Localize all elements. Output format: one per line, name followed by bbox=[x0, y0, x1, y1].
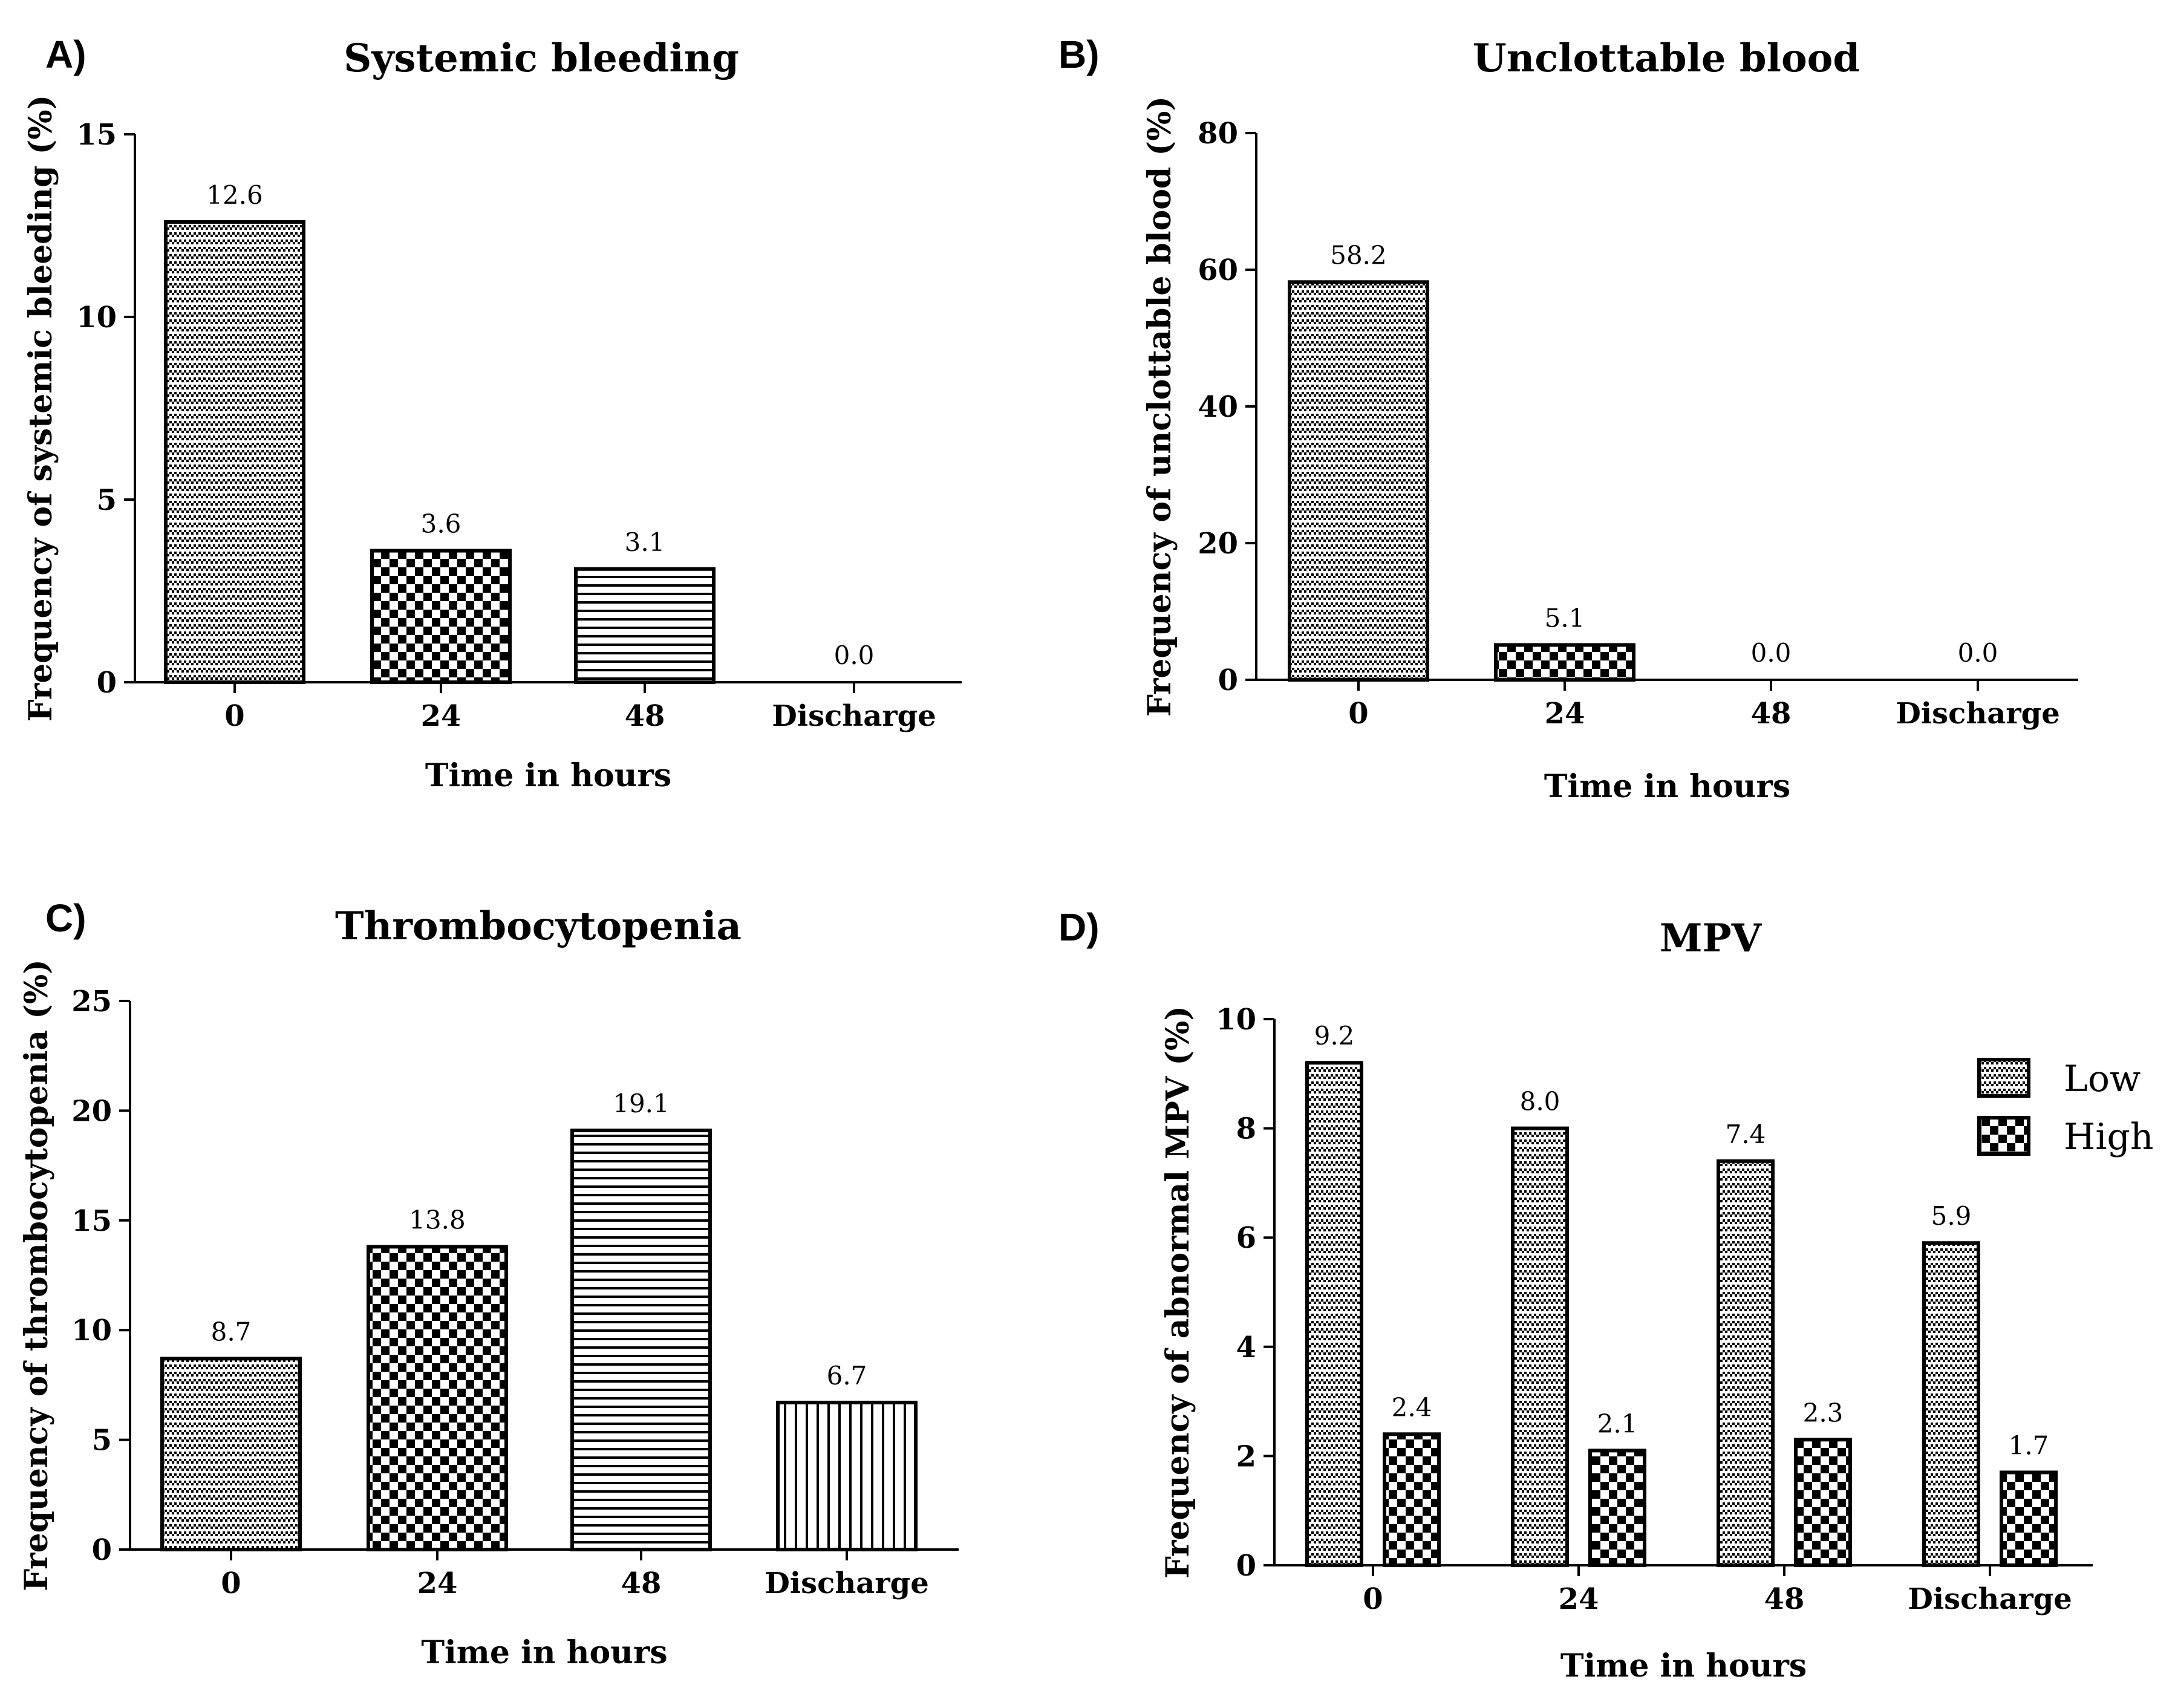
y-tick-label: 6 bbox=[1236, 1221, 1256, 1255]
data-label: 2.1 bbox=[1597, 1409, 1638, 1438]
x-tick-label: 24 bbox=[421, 699, 461, 733]
data-label: 0.0 bbox=[1751, 638, 1792, 668]
y-tick-label: 4 bbox=[1236, 1331, 1256, 1364]
x-tick-label: 24 bbox=[417, 1566, 458, 1600]
y-tick-label: 80 bbox=[1198, 117, 1238, 151]
y-tick-label: 40 bbox=[1198, 390, 1238, 424]
x-tick-label: 48 bbox=[1751, 697, 1792, 731]
x-axis-label: Time in hours bbox=[1560, 1648, 1807, 1684]
bar-low bbox=[1305, 1061, 1363, 1567]
y-axis-label: Frequency of abnormal MPV (%) bbox=[1159, 1006, 1196, 1579]
data-label: 13.8 bbox=[409, 1205, 466, 1234]
bar-high bbox=[1383, 1432, 1441, 1568]
y-tick-label: 0 bbox=[1236, 1549, 1256, 1583]
panel-letter: B) bbox=[1058, 33, 1100, 76]
data-label: 8.7 bbox=[211, 1317, 252, 1346]
panel-letter: A) bbox=[45, 33, 86, 76]
x-axis-label: Time in hours bbox=[421, 1634, 667, 1671]
x-axis-label: Time in hours bbox=[1544, 768, 1790, 805]
y-tick-label: 20 bbox=[71, 1094, 112, 1128]
data-label: 7.4 bbox=[1726, 1120, 1766, 1149]
x-tick-label: 0 bbox=[1348, 697, 1368, 731]
bar-high bbox=[1794, 1438, 1852, 1568]
bar-low bbox=[1717, 1159, 1775, 1567]
bar-high bbox=[1588, 1449, 1646, 1568]
bar-low bbox=[1511, 1126, 1569, 1567]
y-tick-label: 15 bbox=[71, 1204, 112, 1238]
y-axis-label: Frequency of thrombocytopenia (%) bbox=[18, 959, 55, 1591]
bar bbox=[160, 1357, 302, 1551]
x-tick-label: 0 bbox=[221, 1566, 241, 1600]
data-label: 19.1 bbox=[613, 1089, 670, 1118]
chart-title: Unclottable blood bbox=[1473, 36, 1860, 81]
bar-low bbox=[1922, 1241, 1980, 1567]
x-tick-label: 0 bbox=[1363, 1582, 1383, 1616]
data-label: 0.0 bbox=[834, 640, 875, 670]
x-tick-label: 24 bbox=[1545, 697, 1585, 731]
chart-title: Systemic bleeding bbox=[344, 36, 739, 81]
y-tick-label: 10 bbox=[76, 301, 117, 334]
y-tick-label: 5 bbox=[97, 483, 117, 517]
y-tick-label: 2 bbox=[1236, 1439, 1256, 1473]
bar bbox=[164, 220, 305, 684]
x-tick-label: 0 bbox=[224, 699, 244, 733]
y-tick-label: 0 bbox=[92, 1533, 112, 1567]
y-tick-label: 15 bbox=[76, 118, 117, 152]
y-tick-label: 0 bbox=[97, 666, 117, 700]
bar bbox=[570, 1129, 712, 1551]
data-label: 1.7 bbox=[2009, 1430, 2049, 1460]
x-tick-label: 48 bbox=[621, 1566, 662, 1600]
y-tick-label: 5 bbox=[92, 1424, 112, 1458]
x-tick-label: Discharge bbox=[1896, 697, 2060, 731]
chart-title: Thrombocytopenia bbox=[335, 904, 742, 949]
data-label: 2.4 bbox=[1392, 1392, 1432, 1422]
data-label: 6.7 bbox=[827, 1361, 867, 1390]
data-label: 3.1 bbox=[625, 527, 665, 557]
x-tick-label: Discharge bbox=[765, 1566, 929, 1600]
y-tick-label: 25 bbox=[71, 985, 112, 1019]
data-label: 3.6 bbox=[421, 509, 461, 539]
y-tick-label: 8 bbox=[1236, 1112, 1256, 1146]
bar bbox=[1288, 280, 1429, 682]
x-tick-label: 48 bbox=[1764, 1582, 1805, 1616]
legend-swatch-low bbox=[1977, 1058, 2030, 1098]
x-axis-label: Time in hours bbox=[425, 757, 671, 794]
data-label: 2.3 bbox=[1803, 1398, 1844, 1427]
y-tick-label: 0 bbox=[1218, 663, 1238, 697]
legend-label-high: High bbox=[2064, 1116, 2154, 1158]
y-axis-label: Frequency of unclottable blood (%) bbox=[1141, 96, 1178, 717]
x-tick-label: 48 bbox=[625, 699, 665, 733]
data-label: 8.0 bbox=[1520, 1087, 1560, 1116]
bar bbox=[1494, 643, 1635, 682]
y-axis-label: Frequency of systemic bleeding (%) bbox=[22, 95, 59, 722]
data-label: 12.6 bbox=[206, 180, 263, 210]
bar bbox=[370, 549, 512, 684]
chart-title: MPV bbox=[1660, 916, 1762, 961]
panel-letter: C) bbox=[45, 896, 86, 940]
data-label: 5.1 bbox=[1545, 603, 1585, 633]
y-tick-label: 10 bbox=[71, 1314, 112, 1348]
x-tick-label: Discharge bbox=[1908, 1582, 2072, 1616]
bar bbox=[574, 567, 716, 685]
y-tick-label: 10 bbox=[1216, 1003, 1256, 1037]
y-tick-label: 20 bbox=[1198, 527, 1238, 561]
data-label: 0.0 bbox=[1958, 638, 1998, 668]
data-label: 58.2 bbox=[1330, 240, 1387, 270]
y-tick-label: 60 bbox=[1198, 253, 1238, 287]
bar bbox=[776, 1400, 918, 1552]
data-label: 5.9 bbox=[1931, 1201, 1972, 1231]
bar bbox=[367, 1245, 508, 1551]
legend-swatch-high bbox=[1977, 1116, 2030, 1156]
panel-letter: D) bbox=[1058, 905, 1100, 949]
legend-label-low: Low bbox=[2064, 1058, 2141, 1100]
x-tick-label: 24 bbox=[1559, 1582, 1599, 1616]
x-tick-label: Discharge bbox=[772, 699, 936, 733]
data-label: 9.2 bbox=[1314, 1021, 1355, 1051]
bar-high bbox=[2000, 1470, 2058, 1567]
